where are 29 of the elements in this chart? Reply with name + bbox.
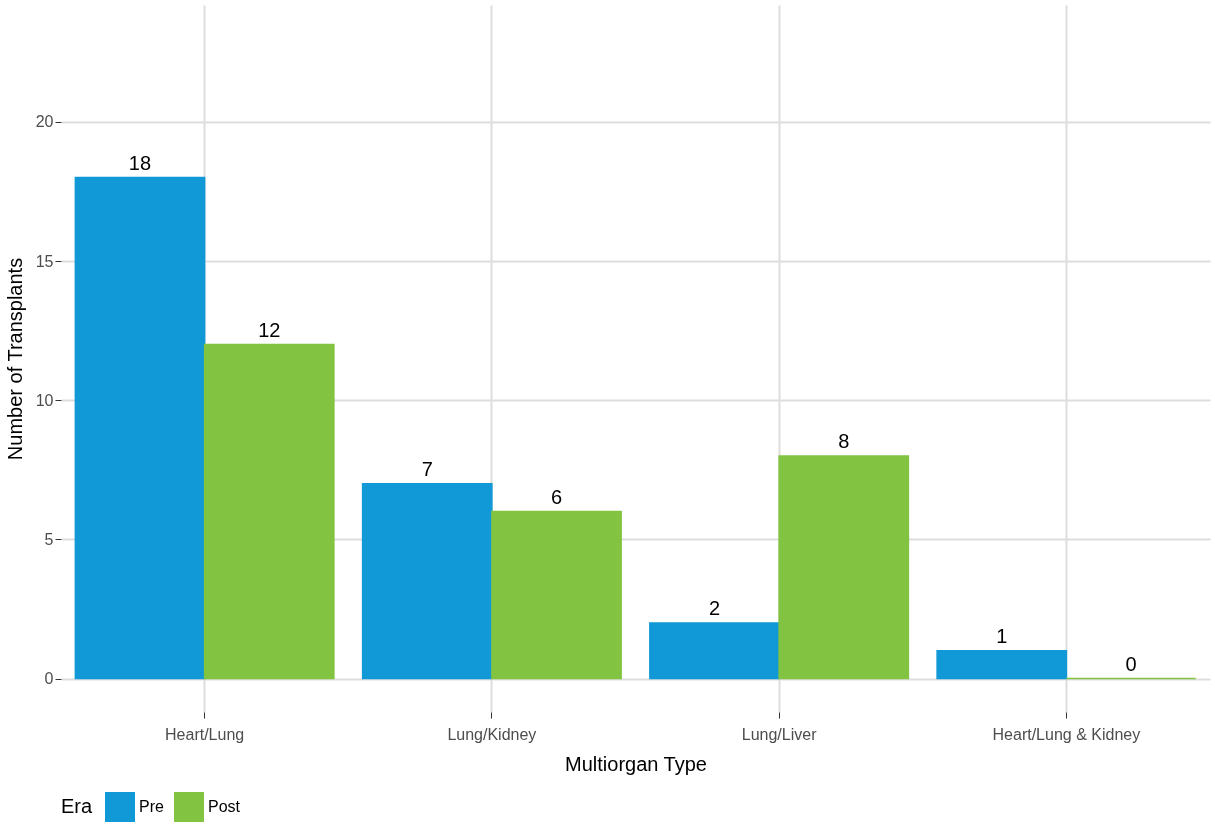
y-axis-title: Number of Transplants — [3, 257, 26, 461]
data-label: 18 — [128, 151, 152, 174]
x-axis-title: Multiorgan Type — [565, 752, 707, 775]
x-tick-label: Lung/Kidney — [447, 725, 537, 743]
data-label: 2 — [708, 596, 721, 619]
x-tick-label: Heart/Lung — [165, 725, 245, 743]
data-label: 12 — [258, 318, 281, 341]
data-label: 7 — [421, 457, 433, 480]
bar — [649, 622, 780, 680]
bar — [203, 343, 335, 680]
data-label: 0 — [1125, 652, 1137, 675]
data-label: 8 — [838, 429, 850, 452]
x-tick-label: Lung/Liver — [741, 725, 818, 743]
y-tick-label: 5 — [44, 530, 54, 548]
bar — [74, 176, 206, 680]
y-tick-label: 20 — [35, 113, 54, 131]
legend-title: Era — [61, 795, 93, 817]
y-tick-label: 15 — [35, 252, 54, 270]
bar — [491, 510, 622, 680]
bar — [936, 650, 1068, 680]
y-tick-label: 10 — [35, 391, 54, 409]
data-label: 6 — [550, 485, 563, 508]
y-tick-label: 0 — [44, 670, 54, 688]
x-tick-label: Heart/Lung & Kidney — [992, 725, 1141, 743]
data-label: 1 — [996, 624, 1008, 647]
bar — [361, 483, 493, 680]
legend-label: Post — [208, 798, 241, 815]
bar — [778, 455, 910, 680]
legend-label: Pre — [139, 798, 164, 815]
